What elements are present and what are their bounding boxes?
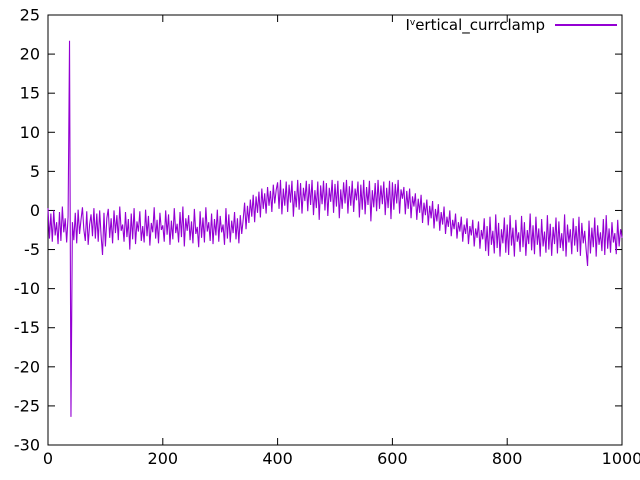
y-tick-label: 25 [20,6,40,25]
x-tick-label: 0 [43,449,53,468]
y-tick-label: 10 [20,123,40,142]
y-tick-label: -20 [14,357,40,376]
y-tick-label: -5 [24,240,40,259]
legend-line-sample [555,24,617,26]
legend-label-rest: ertical_currclamp [415,16,545,34]
legend-label: Ivertical_currclamp [405,16,545,34]
plot-border [47,14,623,446]
series-line [47,40,623,417]
y-tick-label: 20 [20,45,40,64]
legend: Ivertical_currclamp [405,16,617,34]
legend-label-prefix: I [405,16,410,34]
x-tick-label: 1000 [602,449,640,468]
y-tick-label: -30 [14,436,40,455]
y-tick-label: 0 [30,201,40,220]
x-tick-label: 600 [377,449,408,468]
y-tick-label: -25 [14,396,40,415]
y-tick-label: 15 [20,84,40,103]
x-tick-label: 400 [262,449,293,468]
x-tick-label: 200 [148,449,179,468]
legend-label-superscript: v [409,18,416,28]
x-tick-label: 800 [492,449,523,468]
y-tick-label: -15 [14,318,40,337]
y-tick-label: -10 [14,279,40,298]
y-tick-label: 5 [30,162,40,181]
